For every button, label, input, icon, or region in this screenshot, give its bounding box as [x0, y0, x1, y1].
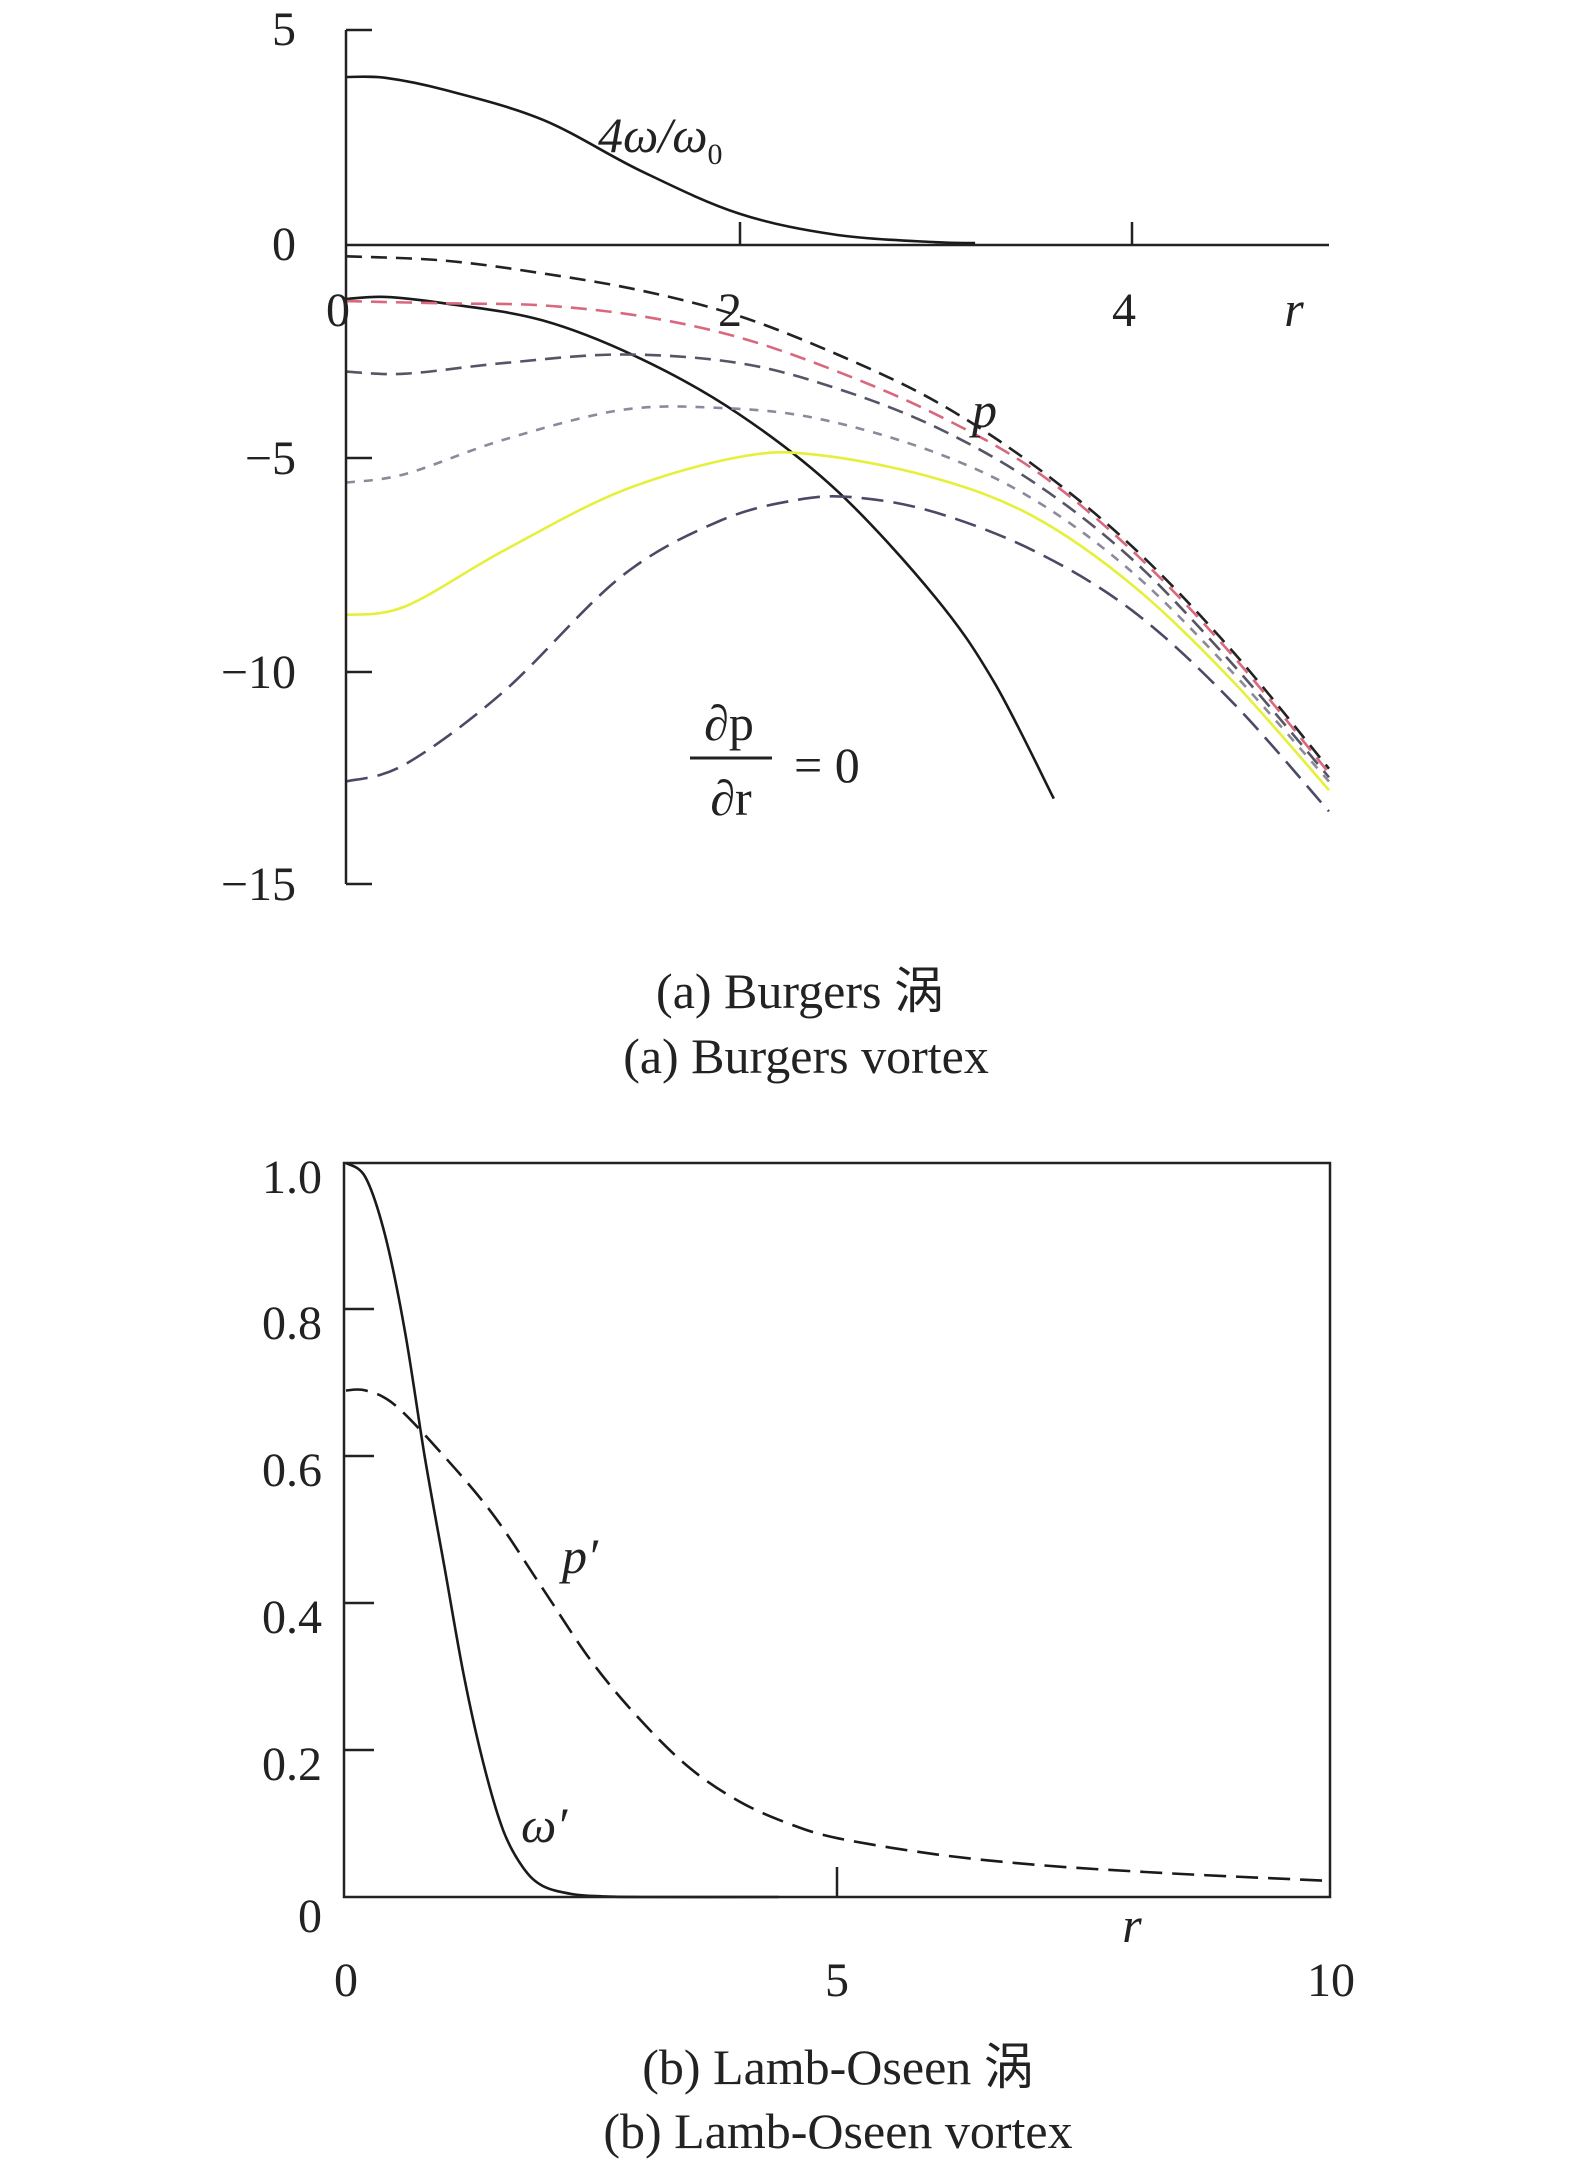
chart-a-series-1: [345, 75, 976, 245]
chart-b-vorticity-label: ω′: [521, 1797, 568, 1853]
chart-b-y-tick-label: 0.6: [262, 1444, 322, 1497]
chart-a-caption-en: (a) Burgers vortex: [623, 1028, 989, 1084]
chart-a-pressure-label: p: [969, 382, 997, 438]
chart-a-caption-cn: (a) Burgers 涡: [656, 963, 944, 1019]
chart-a-x-tick-label: 2: [718, 284, 742, 337]
chart-a-series-5: [345, 353, 1330, 779]
chart-a-series-3: [345, 255, 1331, 770]
chart-b-x-tick-label: 10: [1307, 1954, 1355, 2007]
chart-a-curves: [345, 75, 1331, 813]
chart-b-y-tick-label: 1.0: [262, 1151, 322, 1204]
chart-b-y-tick-label: 0.2: [262, 1738, 322, 1791]
chart-a-series-4: [345, 299, 1331, 774]
chart-a-condition-label: ∂p ∂r = 0: [690, 695, 860, 826]
chart-a-condition-numerator: ∂p: [704, 695, 754, 751]
chart-b-x-tick-label: 0: [334, 1954, 358, 2007]
chart-b-series-2: [345, 1388, 1331, 1883]
chart-a-condition-rhs: = 0: [794, 737, 860, 793]
chart-a-series-8: [345, 494, 1330, 813]
chart-a: 5 0 −5 −10 −15 0 2 4 r 4ω/ω0 p ∂p ∂r = 0…: [221, 3, 1331, 1084]
chart-a-x-tick-label: 4: [1112, 284, 1136, 337]
chart-a-y-tick-label: −5: [245, 432, 296, 485]
chart-b: 0 0.2 0.4 0.6 0.8 1.0 0 5 10 r p′ ω′ (b)…: [262, 1151, 1355, 2159]
chart-b-pressure-label: p′: [559, 1528, 599, 1584]
chart-b-y-tick-label: 0.4: [262, 1591, 322, 1644]
chart-a-condition-denominator: ∂r: [710, 770, 752, 826]
chart-b-curves: [345, 1161, 1331, 1899]
chart-b-x-axis-label: r: [1122, 1897, 1142, 1953]
chart-b-caption-en: (b) Lamb-Oseen vortex: [603, 2103, 1072, 2159]
chart-b-caption-cn: (b) Lamb-Oseen 涡: [642, 2039, 1034, 2095]
chart-a-y-tick-label: −10: [221, 646, 296, 699]
chart-a-vorticity-label: 4ω/ω0: [598, 107, 723, 171]
chart-a-y-tick-label: 5: [272, 3, 296, 56]
chart-a-x-tick-label: 0: [326, 284, 350, 337]
chart-a-x-axis-label: r: [1284, 281, 1304, 337]
chart-b-y-tick-label: 0.8: [262, 1297, 322, 1350]
chart-b-frame: [342, 1161, 1332, 1899]
chart-a-y-tick-label: −15: [221, 858, 296, 911]
chart-a-y-tick-label: 0: [272, 218, 296, 271]
chart-b-x-tick-label: 5: [825, 1954, 849, 2007]
chart-a-series-2: [345, 295, 1055, 800]
chart-a-series-6: [345, 405, 1330, 783]
chart-b-y-tick-label: 0: [298, 1890, 322, 1943]
chart-a-series-7: [345, 451, 1330, 791]
